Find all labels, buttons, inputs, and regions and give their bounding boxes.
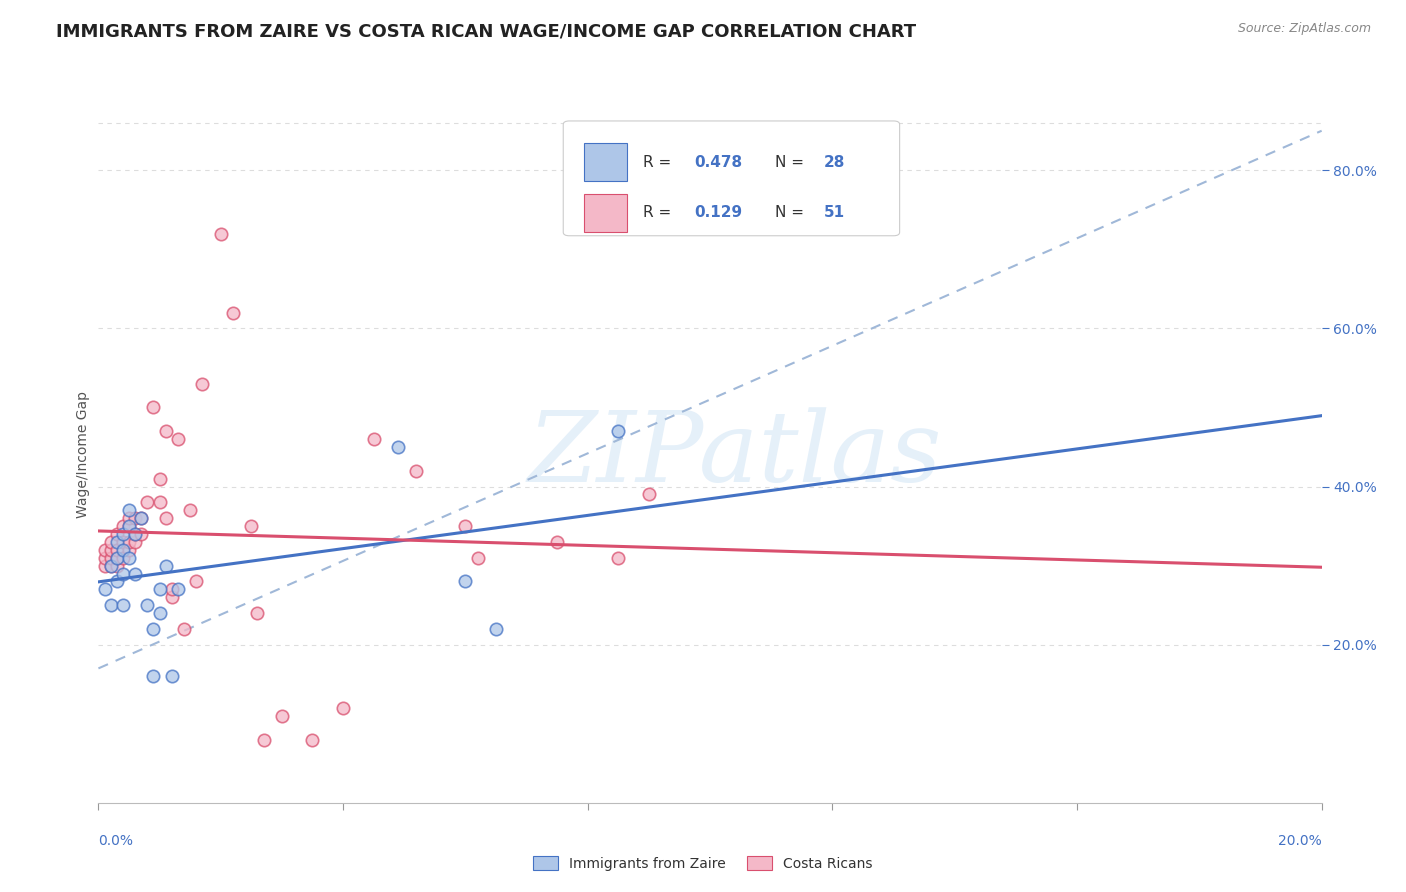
Point [637, 487, 661, 501]
Text: IMMIGRANTS FROM ZAIRE VS COSTA RICAN WAGE/INCOME GAP CORRELATION CHART: IMMIGRANTS FROM ZAIRE VS COSTA RICAN WAG… [56, 22, 917, 40]
Point [454, 519, 477, 533]
Point [179, 503, 201, 517]
Legend: Immigrants from Zaire, Costa Ricans: Immigrants from Zaire, Costa Ricans [527, 851, 879, 876]
Point [111, 598, 134, 612]
Point [167, 432, 190, 446]
Point [240, 519, 263, 533]
Point [136, 598, 159, 612]
Point [129, 511, 152, 525]
Point [105, 527, 128, 541]
Point [142, 669, 165, 683]
Point [118, 542, 141, 557]
Point [105, 550, 128, 565]
Y-axis label: Wage/Income Gap: Wage/Income Gap [76, 392, 90, 518]
Point [246, 606, 269, 620]
Point [105, 558, 128, 573]
Point [111, 527, 134, 541]
Text: 20.0%: 20.0% [1278, 834, 1322, 848]
Text: R =: R = [643, 205, 676, 220]
Point [387, 440, 409, 454]
Point [607, 424, 630, 438]
Text: 0.0%: 0.0% [98, 834, 134, 848]
Text: 28: 28 [824, 154, 845, 169]
Point [149, 472, 172, 486]
Point [118, 550, 141, 565]
Point [111, 519, 134, 533]
Point [454, 574, 477, 589]
Point [142, 622, 165, 636]
Point [124, 534, 146, 549]
Point [252, 732, 274, 747]
Point [118, 503, 141, 517]
Point [100, 534, 122, 549]
Point [209, 227, 232, 241]
Text: 0.478: 0.478 [695, 154, 742, 169]
Point [136, 495, 159, 509]
Point [118, 519, 141, 533]
Point [149, 495, 172, 509]
Text: 0.129: 0.129 [695, 205, 742, 220]
Point [191, 376, 214, 391]
Point [129, 527, 152, 541]
Point [186, 574, 208, 589]
Point [405, 464, 427, 478]
Point [100, 598, 122, 612]
Point [105, 574, 128, 589]
Point [155, 424, 177, 438]
Point [167, 582, 190, 597]
Point [124, 566, 146, 581]
Point [100, 558, 122, 573]
Point [485, 622, 508, 636]
Point [124, 527, 146, 541]
Point [160, 669, 183, 683]
Point [160, 591, 183, 605]
Point [111, 542, 134, 557]
Point [155, 511, 177, 525]
Point [93, 550, 115, 565]
Point [149, 606, 172, 620]
Point [149, 582, 172, 597]
Point [111, 550, 134, 565]
Point [100, 550, 122, 565]
Point [173, 622, 195, 636]
Point [105, 534, 128, 549]
Point [93, 582, 115, 597]
Text: R =: R = [643, 154, 676, 169]
Point [546, 534, 568, 549]
Point [142, 401, 165, 415]
Point [301, 732, 323, 747]
Point [124, 527, 146, 541]
Point [118, 511, 141, 525]
FancyBboxPatch shape [583, 143, 627, 181]
Text: N =: N = [775, 205, 808, 220]
Point [607, 550, 630, 565]
Point [332, 701, 354, 715]
Text: 51: 51 [824, 205, 845, 220]
Point [118, 519, 141, 533]
FancyBboxPatch shape [564, 121, 900, 235]
Point [111, 534, 134, 549]
Point [105, 550, 128, 565]
Point [129, 511, 152, 525]
Point [100, 542, 122, 557]
Point [363, 432, 385, 446]
Point [222, 305, 245, 319]
Point [93, 558, 115, 573]
Point [124, 511, 146, 525]
Point [93, 542, 115, 557]
Text: N =: N = [775, 154, 808, 169]
Text: ZIPatlas: ZIPatlas [527, 408, 942, 502]
Point [270, 708, 292, 723]
Point [467, 550, 489, 565]
Point [155, 558, 177, 573]
FancyBboxPatch shape [583, 194, 627, 232]
Point [100, 558, 122, 573]
Point [111, 566, 134, 581]
Point [118, 534, 141, 549]
Point [160, 582, 183, 597]
Text: Source: ZipAtlas.com: Source: ZipAtlas.com [1237, 22, 1371, 36]
Point [105, 542, 128, 557]
